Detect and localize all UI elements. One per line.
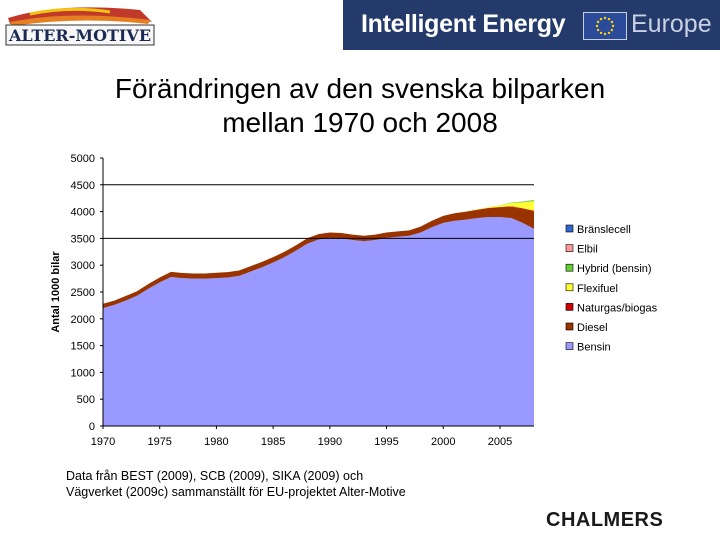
legend-label-branslecell: Bränslecell	[577, 224, 631, 236]
slide-title-line-2: mellan 1970 och 2008	[222, 107, 498, 138]
source-note: Data från BEST (2009), SCB (2009), SIKA …	[66, 468, 486, 500]
chalmers-logo: CHALMERS	[546, 509, 664, 531]
legend-label-elbil: Elbil	[577, 244, 598, 256]
eu-star	[603, 16, 607, 20]
y-tick-label: 4500	[71, 180, 95, 192]
y-tick-label: 500	[77, 394, 95, 406]
eu-flag-icon	[583, 12, 627, 40]
legend-swatch-naturgas-biogas	[565, 303, 574, 311]
x-tick-label: 1990	[318, 436, 342, 448]
slide-header: ALTER-MOTIVE Intelligent Energy Europe	[0, 0, 720, 50]
eu-star	[603, 32, 607, 36]
eu-star	[607, 31, 611, 35]
eu-star	[599, 31, 603, 35]
eu-star	[596, 28, 600, 32]
intelligent-energy-banner: Intelligent Energy Europe	[343, 0, 720, 50]
y-tick-label: 3000	[71, 260, 95, 272]
eu-star	[607, 17, 611, 21]
legend-label-bensin: Bensin	[577, 342, 611, 354]
x-tick-label: 1985	[261, 436, 285, 448]
eu-star	[611, 24, 615, 28]
x-tick-label: 2005	[488, 436, 512, 448]
y-tick-label: 2500	[71, 287, 95, 299]
y-tick-label: 0	[89, 421, 95, 433]
legend-swatch-branslecell	[565, 224, 574, 233]
eu-star	[596, 20, 600, 24]
legend-label-naturgas-biogas: Naturgas/biogas	[577, 302, 658, 314]
x-tick-label: 1975	[147, 436, 171, 448]
europe-label: Europe	[631, 10, 712, 38]
y-tick-label: 5000	[71, 153, 95, 165]
x-tick-label: 2000	[431, 436, 455, 448]
x-tick-label: 1995	[374, 436, 398, 448]
car-fleet-chart: 0 500 1000 1500 2000 2500 3000 3500 4000 4500 5000…	[40, 145, 680, 460]
source-line-2: Vägverket (2009c) sammanställt för EU-pr…	[66, 485, 406, 499]
y-tick-label: 3500	[71, 233, 95, 245]
legend-swatch-elbil	[565, 244, 574, 252]
legend-label-diesel: Diesel	[577, 322, 608, 334]
alter-motive-logo-text: ALTER-MOTIVE	[8, 26, 151, 45]
legend-swatch-hybrid-bensin	[565, 263, 574, 272]
x-tick-label: 1980	[204, 436, 228, 448]
chart-canvas: 0 500 1000 1500 2000 2500 3000 3500 4000 4500 5000…	[50, 153, 658, 448]
slide-title: Förändringen av den svenska bilparken me…	[0, 72, 720, 140]
y-tick-label: 4000	[71, 207, 95, 219]
legend-label-hybrid-bensin: Hybrid (bensin)	[577, 263, 652, 275]
alter-motive-logo: ALTER-MOTIVE	[0, 0, 160, 50]
source-line-1: Data från BEST (2009), SCB (2009), SIKA …	[66, 469, 364, 483]
area-diesel	[103, 206, 534, 309]
eu-star	[599, 17, 603, 21]
legend-label-flexifuel: Flexifuel	[577, 283, 618, 295]
eu-star	[610, 28, 614, 32]
legend-swatch-diesel	[565, 322, 574, 331]
legend-swatch-bensin	[565, 342, 574, 350]
y-tick-label: 2000	[71, 314, 95, 326]
eu-star	[595, 24, 599, 28]
area-bensin	[103, 216, 534, 426]
y-axis-label: Antal 1000 bilar	[50, 251, 62, 333]
legend-swatch-flexifuel	[565, 283, 574, 292]
y-tick-label: 1000	[71, 367, 95, 379]
y-tick-label: 1500	[71, 341, 95, 353]
eu-star	[610, 20, 614, 24]
intelligent-energy-label: Intelligent Energy	[361, 10, 566, 38]
x-tick-label: 1970	[91, 436, 115, 448]
slide-title-line-1: Förändringen av den svenska bilparken	[114, 73, 606, 104]
